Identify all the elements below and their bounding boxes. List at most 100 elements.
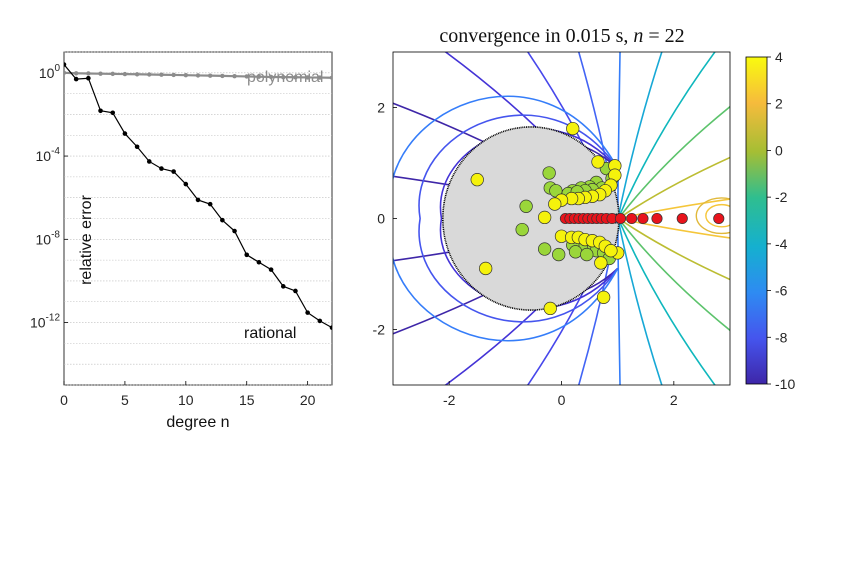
marker-green xyxy=(580,247,594,262)
colorbar-tick-label: 4 xyxy=(775,49,783,65)
point-rational xyxy=(256,259,262,265)
point-polynomial xyxy=(183,72,189,78)
contour-line xyxy=(619,218,730,281)
point-rational xyxy=(293,288,298,294)
contour-line xyxy=(618,52,716,217)
marker-yellow xyxy=(596,290,611,304)
x-tick-label: 20 xyxy=(300,392,316,408)
point-rational xyxy=(134,144,140,150)
point-rational xyxy=(207,201,213,207)
y-tick-label: 10-4 xyxy=(36,146,61,164)
point-rational xyxy=(122,131,128,136)
marker-yellow xyxy=(591,155,605,169)
point-rational xyxy=(159,166,164,171)
y-tick-label: 2 xyxy=(377,100,385,116)
x-tick-label: -2 xyxy=(443,392,456,408)
contour-plot: convergence in 0.015 s, n = 22 -2 0 2 2 0 -2 xyxy=(373,25,731,408)
pole-red xyxy=(637,212,649,225)
contour-loop xyxy=(393,95,619,342)
y-tick-label: 10-12 xyxy=(30,313,60,331)
point-rational xyxy=(73,76,79,82)
contour-title: convergence in 0.015 s, n = 22 xyxy=(439,25,684,47)
colorbar-tick-labels: 4 2 0 -2 -4 -6 -8 -10 xyxy=(767,49,795,392)
point-rational xyxy=(146,159,152,164)
point-rational xyxy=(317,318,323,324)
point-rational xyxy=(232,228,237,234)
colorbar: 4 2 0 -2 -4 -6 -8 -10 xyxy=(745,49,795,392)
y-tick-label: 100 xyxy=(39,63,61,81)
y-axis-label: relative error xyxy=(78,194,95,284)
point-polynomial xyxy=(195,73,201,78)
point-polynomial xyxy=(220,73,225,79)
colorbar-tick-label: 2 xyxy=(775,96,783,112)
contour-line xyxy=(619,156,730,219)
pole-red xyxy=(713,212,725,225)
x-tick-label: 2 xyxy=(670,392,678,408)
point-rational xyxy=(110,110,116,116)
pole-red xyxy=(614,212,627,225)
marker-yellow xyxy=(566,121,580,136)
x-axis-label: degree n xyxy=(166,414,229,431)
point-rational xyxy=(305,310,310,315)
marker-green xyxy=(542,166,556,180)
x-tick-label: 15 xyxy=(239,392,255,408)
error-plot-grid xyxy=(64,51,332,386)
pole-red xyxy=(651,212,663,225)
contour-line xyxy=(620,218,730,239)
point-polynomial xyxy=(244,74,249,79)
colorbar-tick-label: -8 xyxy=(775,329,788,345)
marker-green xyxy=(519,199,533,213)
colorbar-tick-label: -10 xyxy=(775,376,795,392)
contour-loop xyxy=(695,197,730,235)
point-polynomial xyxy=(268,74,274,80)
point-polynomial xyxy=(293,75,298,80)
error-series xyxy=(64,62,332,330)
x-tick-labels: 0 5 10 15 20 xyxy=(60,381,316,408)
point-rational xyxy=(280,284,286,289)
marker-yellow xyxy=(470,172,484,187)
colorbar-tick-label: -6 xyxy=(775,283,788,299)
point-polynomial xyxy=(329,75,332,80)
contour-line xyxy=(616,221,621,385)
point-rational xyxy=(64,62,67,67)
colorbar-tick-label: -4 xyxy=(775,236,788,252)
contour-line xyxy=(617,52,663,217)
marker-yellow xyxy=(543,301,557,316)
y-tick-label: -2 xyxy=(373,322,386,338)
y-tick-labels: 100 10-4 10-8 10-12 xyxy=(30,63,68,331)
point-rational xyxy=(183,181,189,187)
y-tick-label: 0 xyxy=(377,211,385,227)
error-plot: 100 10-4 10-8 10-12 0 5 10 15 20 polynomial rat… xyxy=(30,51,333,431)
point-polynomial xyxy=(110,71,115,77)
point-rational xyxy=(244,252,250,258)
annotation-polynomial: polynomial xyxy=(247,69,323,86)
annotation-rational: rational xyxy=(244,325,296,342)
point-rational xyxy=(98,108,103,114)
marker-green xyxy=(568,245,583,259)
x-tick-label: 10 xyxy=(178,392,194,408)
contour-line xyxy=(619,105,730,218)
point-rational xyxy=(268,267,274,272)
point-rational xyxy=(220,217,225,223)
marker-green xyxy=(552,247,566,262)
contour-line xyxy=(618,220,716,385)
contour-line xyxy=(617,220,663,385)
point-polynomial xyxy=(73,71,79,76)
point-polynomial xyxy=(98,71,103,76)
contour-line xyxy=(620,198,730,219)
point-polynomial xyxy=(305,75,310,80)
colorbar-tick-label: -2 xyxy=(775,189,788,205)
pole-red xyxy=(676,212,688,225)
marker-green xyxy=(538,242,552,256)
point-polynomial xyxy=(159,72,164,77)
contour-loop xyxy=(418,114,619,323)
point-rational xyxy=(171,169,176,174)
point-polynomial xyxy=(256,74,262,79)
pole-red xyxy=(626,212,638,225)
marker-yellow xyxy=(479,261,493,276)
contour-loop xyxy=(705,203,730,228)
point-polynomial xyxy=(171,72,176,78)
point-rational xyxy=(195,197,201,203)
point-polynomial xyxy=(281,74,286,80)
